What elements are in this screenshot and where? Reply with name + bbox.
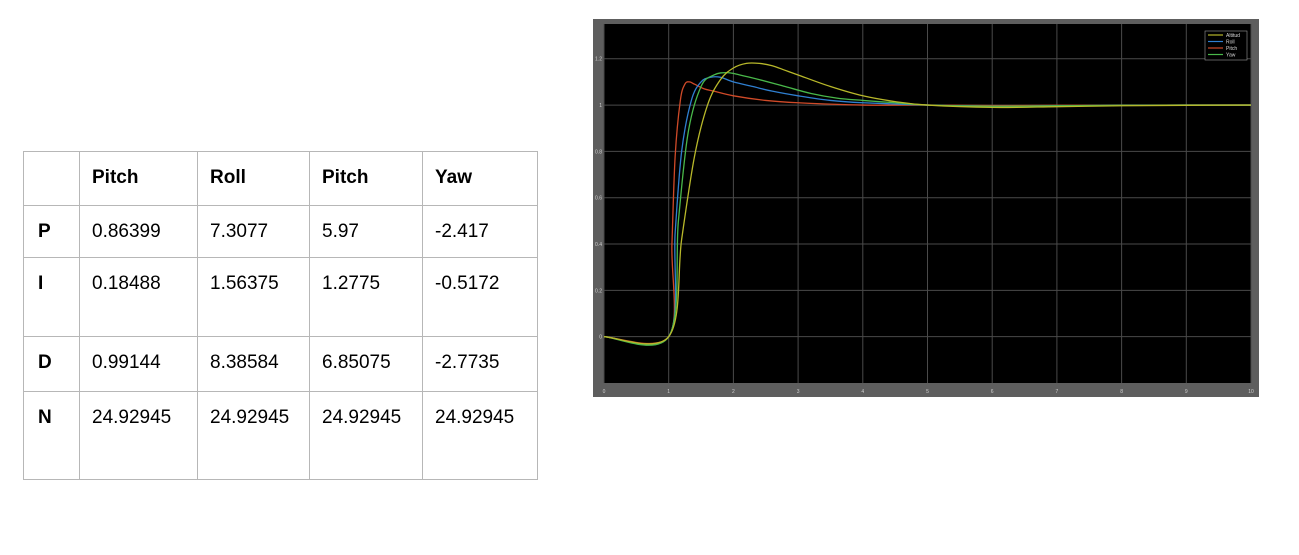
header-cell-roll: Roll bbox=[197, 151, 310, 206]
pid-gains-table: Pitch Roll Pitch Yaw P 0.86399 7.3077 5.… bbox=[23, 151, 538, 480]
row-label-n: N bbox=[23, 391, 80, 480]
x-tick-label: 6 bbox=[991, 389, 994, 395]
table-cell: -2.417 bbox=[422, 205, 538, 258]
header-row: Pitch Roll Pitch Yaw bbox=[23, 151, 538, 206]
legend-label-roll: Roll bbox=[1226, 39, 1235, 45]
series-line-yaw bbox=[603, 71, 1252, 346]
row-label-d: D bbox=[23, 336, 80, 392]
table-cell: 5.97 bbox=[309, 205, 423, 258]
x-tick-label: 5 bbox=[926, 389, 929, 395]
header-cell-yaw: Yaw bbox=[422, 151, 538, 206]
table-row: N 24.92945 24.92945 24.92945 24.92945 bbox=[23, 391, 538, 480]
y-tick-label: 0.8 bbox=[595, 149, 602, 155]
table-row: D 0.99144 8.38584 6.85075 -2.7735 bbox=[23, 336, 538, 392]
table-cell: 0.86399 bbox=[79, 205, 198, 258]
table-cell: 24.92945 bbox=[197, 391, 310, 480]
table-cell: 0.18488 bbox=[79, 257, 198, 337]
scope-window: 0 1 2 3 4 5 6 7 8 9 10 0 0.2 0.4 0.6 0.8 1 1.2 Altitud Roll… bbox=[593, 19, 1259, 397]
table-cell: 0.99144 bbox=[79, 336, 198, 392]
legend-label-yaw: Yaw bbox=[1226, 52, 1236, 58]
x-tick-label: 0 bbox=[603, 389, 606, 395]
x-tick-label: 9 bbox=[1185, 389, 1188, 395]
x-tick-label: 4 bbox=[861, 389, 864, 395]
x-tick-label: 1 bbox=[667, 389, 670, 395]
table-cell: 1.56375 bbox=[197, 257, 310, 337]
scope-plot: 0 1 2 3 4 5 6 7 8 9 10 0 0.2 0.4 0.6 0.8 1 1.2 AltitudRoll… bbox=[595, 24, 1254, 395]
y-tick-label: 0.2 bbox=[595, 288, 602, 294]
table-cell: 7.3077 bbox=[197, 205, 310, 258]
table-cell: -0.5172 bbox=[422, 257, 538, 337]
table-row: I 0.18488 1.56375 1.2775 -0.5172 bbox=[23, 257, 538, 337]
x-tick-label: 10 bbox=[1248, 389, 1254, 395]
table-cell: 1.2775 bbox=[309, 257, 423, 337]
header-cell-corner bbox=[23, 151, 80, 206]
table-cell: 24.92945 bbox=[309, 391, 423, 480]
legend-label-altitud: Altitud bbox=[1226, 33, 1240, 39]
x-tick-label: 7 bbox=[1056, 389, 1059, 395]
header-cell-pitch-2: Pitch bbox=[309, 151, 423, 206]
legend-box bbox=[1204, 30, 1248, 61]
legend-label-pitch: Pitch bbox=[1226, 46, 1237, 52]
y-tick-label: 1.2 bbox=[595, 57, 602, 63]
row-label-i: I bbox=[23, 257, 80, 337]
y-tick-label: 0.6 bbox=[595, 196, 602, 202]
table-cell: 24.92945 bbox=[422, 391, 538, 480]
series-line-altitud bbox=[603, 62, 1252, 345]
x-tick-label: 3 bbox=[797, 389, 800, 395]
y-tick-label: 0.4 bbox=[595, 242, 602, 248]
table-cell: 24.92945 bbox=[79, 391, 198, 480]
y-tick-label: 0 bbox=[599, 335, 602, 341]
row-label-p: P bbox=[23, 205, 80, 258]
header-cell-pitch: Pitch bbox=[79, 151, 198, 206]
x-tick-label: 2 bbox=[732, 389, 735, 395]
x-tick-label: 8 bbox=[1120, 389, 1123, 395]
table-cell: 8.38584 bbox=[197, 336, 310, 392]
y-tick-label: 1 bbox=[599, 103, 602, 109]
table-row: P 0.86399 7.3077 5.97 -2.417 bbox=[23, 205, 538, 258]
table-cell: 6.85075 bbox=[309, 336, 423, 392]
table-cell: -2.7735 bbox=[422, 336, 538, 392]
